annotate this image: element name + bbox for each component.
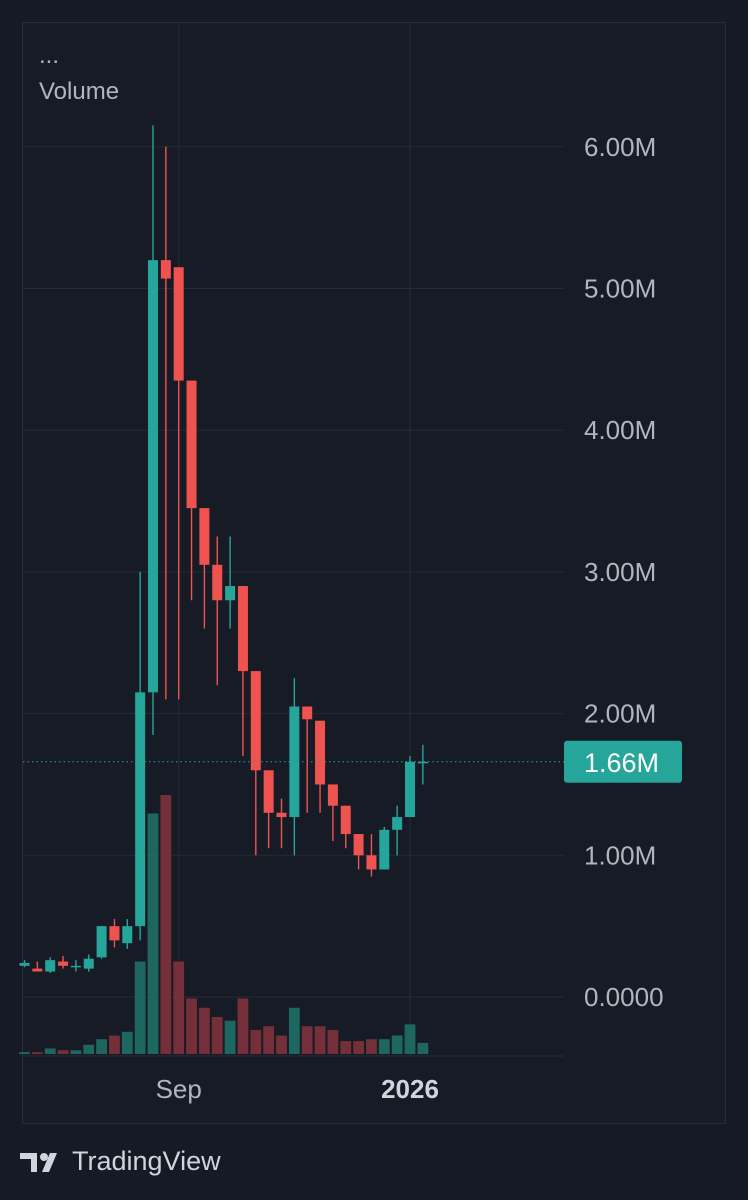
candle-body	[353, 834, 364, 856]
volume-bar	[173, 961, 185, 1054]
candle-body	[148, 260, 158, 693]
candle-body	[225, 586, 236, 601]
volume-bar	[276, 1035, 287, 1054]
volume-bar	[301, 1026, 313, 1054]
tradingview-brand: TradingView	[72, 1146, 221, 1176]
volume-bar	[134, 961, 146, 1054]
candle-body	[405, 761, 415, 818]
candle-body	[160, 260, 171, 279]
volume-bar	[327, 1029, 339, 1054]
volume-bar	[314, 1026, 326, 1054]
candle-body	[366, 855, 377, 870]
volume-bar	[237, 998, 249, 1054]
x-axis-tick-label: 2026	[381, 1074, 439, 1104]
x-axis-tick-label: Sep	[156, 1074, 202, 1104]
volume-bar	[353, 1041, 364, 1054]
legend-volume-label[interactable]: Volume	[39, 78, 120, 105]
candle-body	[122, 926, 133, 944]
candle-body	[109, 926, 120, 941]
candle-body	[186, 380, 197, 509]
volume-bar	[404, 1024, 416, 1054]
candle-body	[250, 671, 261, 771]
volume-bar	[417, 1042, 429, 1054]
candle-body	[135, 692, 146, 927]
candle-body	[340, 805, 351, 835]
volume-bar	[288, 1007, 300, 1054]
y-axis-tick-label: 6.00M	[584, 132, 656, 162]
volume-bar	[263, 1026, 275, 1054]
candle-body	[276, 812, 287, 818]
candle-body	[392, 817, 403, 830]
candle-body	[302, 706, 313, 720]
volume-bar	[250, 1029, 262, 1054]
y-axis-tick-label: 0.0000	[584, 982, 664, 1012]
volume-bar	[121, 1031, 133, 1054]
last-price-label: 1.66M	[584, 748, 659, 778]
volume-bar	[160, 795, 172, 1054]
candle-body	[327, 784, 338, 806]
volume-bar	[211, 1017, 223, 1054]
y-axis-tick-label: 4.00M	[584, 415, 656, 445]
volume-bar	[147, 813, 159, 1054]
volume-bar	[224, 1020, 236, 1054]
volume-bar	[31, 1052, 43, 1054]
y-axis-tick-label: 1.00M	[584, 840, 656, 870]
candle-body	[70, 965, 81, 968]
volume-bar	[96, 1039, 107, 1054]
volume-bar	[44, 1048, 56, 1054]
candle-body	[417, 761, 428, 764]
candle-body	[83, 958, 94, 969]
volume-bar	[19, 1052, 30, 1054]
candle-body	[199, 508, 210, 565]
candle-body	[315, 720, 326, 785]
volume-bar	[199, 1007, 210, 1054]
volume-bar	[109, 1035, 120, 1054]
volume-bar	[366, 1039, 377, 1054]
candle-body	[237, 586, 248, 672]
y-axis-tick-label: 5.00M	[584, 274, 656, 304]
tradingview-logo-icon	[20, 1152, 57, 1172]
volume-bar	[57, 1050, 69, 1054]
candle-body	[58, 961, 69, 966]
volume-bar	[70, 1050, 82, 1054]
volume-bar	[340, 1041, 352, 1054]
candle-body	[45, 960, 56, 972]
candle-body	[212, 564, 223, 601]
chart-frame	[22, 22, 726, 1124]
volume-bar	[186, 998, 197, 1054]
candle-body	[32, 968, 43, 972]
y-axis-tick-label: 3.00M	[584, 557, 656, 587]
tradingview-logo[interactable]: TradingView	[20, 1146, 221, 1177]
candle-body	[263, 770, 274, 813]
candle-body	[379, 829, 390, 870]
volume-bar	[391, 1035, 403, 1054]
candle-body	[96, 926, 107, 958]
volume-bar	[83, 1044, 95, 1054]
candle-body	[173, 267, 184, 381]
y-axis-tick-label: 2.00M	[584, 699, 656, 729]
legend-ellipsis[interactable]: ...	[39, 42, 60, 69]
volume-bar	[378, 1039, 390, 1054]
last-price-badge[interactable]	[564, 740, 682, 783]
candle-body	[19, 962, 30, 966]
